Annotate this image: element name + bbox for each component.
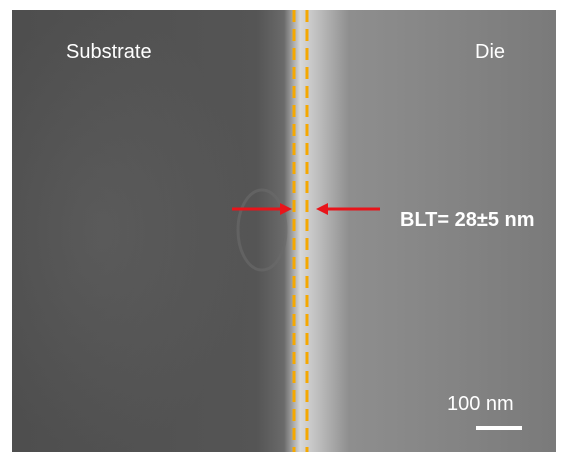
- region-label: Substrate: [66, 41, 152, 63]
- scale-label: 100 nm: [447, 393, 514, 415]
- sem-image: Substrate Die BLT= 28±5 nm 100 nm: [0, 0, 568, 455]
- region-label: Die: [475, 41, 505, 63]
- scale-bar: [476, 426, 522, 430]
- measurement-label: BLT= 28±5 nm: [400, 209, 535, 231]
- texture: [12, 10, 312, 452]
